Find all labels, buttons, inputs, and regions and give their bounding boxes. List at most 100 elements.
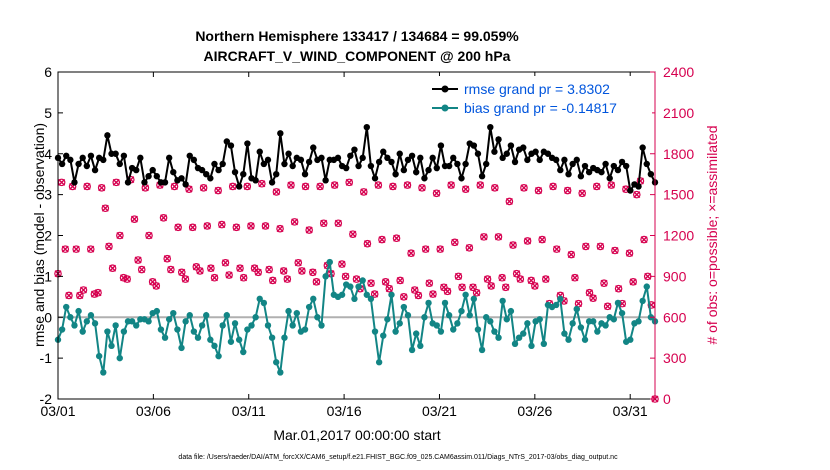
rmse-point	[289, 162, 296, 170]
rmse-point	[100, 156, 107, 164]
bias-point	[161, 334, 169, 341]
obs-assimilated-marker	[283, 275, 291, 283]
x-tick-label: 03/26	[517, 403, 552, 419]
obs-possible-marker	[334, 219, 343, 228]
obs-assimilated-marker	[269, 276, 277, 284]
bias-point	[404, 312, 412, 319]
bias-point	[71, 322, 78, 329]
obs-possible-marker	[76, 291, 84, 300]
rmse-point	[190, 156, 198, 164]
obs-possible-marker	[432, 189, 441, 198]
bias-point	[400, 303, 408, 311]
obs-assimilated-marker	[593, 182, 601, 190]
rmse-point	[120, 152, 128, 159]
x-tick-label: 03/21	[422, 403, 457, 419]
footer-data-file: data file: /Users/raeder/DAI/ATM_forcXX/…	[178, 454, 618, 461]
obs-assimilated-marker	[243, 182, 251, 190]
bias-point	[75, 307, 82, 315]
rmse-point	[351, 146, 358, 153]
obs-assimilated-marker	[265, 266, 273, 274]
obs-possible-marker	[261, 222, 270, 230]
rmse-point	[602, 160, 609, 168]
bias-point	[491, 328, 498, 335]
bias-point	[260, 299, 268, 307]
obs-assimilated-marker	[600, 279, 608, 287]
obs-possible-marker	[538, 235, 546, 244]
obs-possible-marker	[112, 178, 121, 187]
obs-possible-marker	[563, 186, 572, 195]
y-axis-label-right: # of obs: o=possible; ×=assimilated	[704, 125, 720, 344]
obs-possible-marker	[421, 245, 430, 253]
rmse-point	[153, 173, 161, 180]
rmse-point	[408, 152, 416, 159]
obs-possible-marker	[352, 275, 361, 283]
rmse-point	[561, 156, 568, 164]
obs-assimilated-marker	[502, 283, 510, 291]
rmse-point	[371, 175, 379, 182]
bias-point	[145, 318, 152, 325]
bias-point	[495, 334, 502, 341]
rmse-point	[610, 162, 618, 170]
obs-possible-marker	[207, 264, 215, 273]
rmse-point	[380, 148, 387, 155]
y-axis-label: rmse and bias (model - observation)	[31, 123, 47, 347]
obs-possible-marker	[159, 213, 168, 222]
obs-assimilated-marker	[640, 236, 648, 244]
rmse-point	[83, 162, 91, 170]
bias-point	[507, 307, 515, 315]
bias-point	[614, 299, 622, 307]
bias-point	[466, 312, 473, 319]
obs-possible-marker	[425, 279, 434, 287]
rmse-point	[322, 177, 329, 184]
bias-point	[252, 314, 259, 321]
bias-point	[503, 316, 510, 323]
obs-assimilated-marker	[203, 222, 211, 230]
obs-possible-marker	[298, 267, 306, 275]
obs-possible-marker	[549, 182, 557, 191]
rmse-point	[557, 166, 564, 174]
rmse-point	[58, 160, 66, 168]
rmse-point	[491, 148, 498, 155]
rmse-point	[363, 123, 370, 131]
rmse-point	[482, 160, 490, 168]
obs-possible-marker	[214, 186, 222, 195]
bias-point	[170, 309, 177, 317]
bias-point	[482, 314, 490, 321]
obs-possible-marker	[629, 278, 637, 286]
bias-point	[347, 283, 354, 290]
x-tick-label: 03/31	[613, 403, 648, 419]
bias-point	[100, 369, 107, 376]
y-right-tick-label: 0	[663, 391, 671, 407]
obs-assimilated-marker	[596, 242, 604, 250]
bias-point	[363, 291, 370, 298]
bias-point	[67, 314, 74, 321]
obs-assimilated-marker	[403, 181, 411, 189]
obs-assimilated-marker	[374, 181, 382, 189]
y-right-tick-label: 900	[663, 268, 687, 284]
obs-possible-marker	[400, 293, 408, 301]
obs-assimilated-marker	[505, 197, 513, 205]
bias-point	[277, 369, 284, 376]
y-right-tick-label: 1200	[663, 228, 694, 244]
obs-possible-marker	[177, 268, 186, 277]
rmse-point	[133, 166, 140, 174]
rmse-point	[227, 142, 235, 149]
bias-point	[470, 295, 478, 303]
obs-possible-marker	[487, 282, 495, 290]
bias-point	[388, 291, 395, 298]
bias-point	[133, 322, 140, 329]
obs-assimilated-marker	[291, 218, 299, 226]
obs-possible-marker	[505, 197, 514, 206]
rmse-point	[240, 170, 247, 178]
obs-possible-marker	[137, 265, 146, 274]
rmse-point	[454, 160, 461, 168]
obs-possible-marker	[287, 181, 295, 189]
obs-assimilated-marker	[360, 188, 368, 196]
bias-point	[203, 312, 210, 319]
obs-assimilated-marker	[644, 272, 652, 280]
rmse-point	[268, 179, 276, 186]
obs-possible-marker	[552, 245, 561, 253]
rmse-point	[478, 173, 486, 180]
obs-possible-marker	[403, 181, 412, 189]
obs-assimilated-marker	[105, 242, 113, 250]
